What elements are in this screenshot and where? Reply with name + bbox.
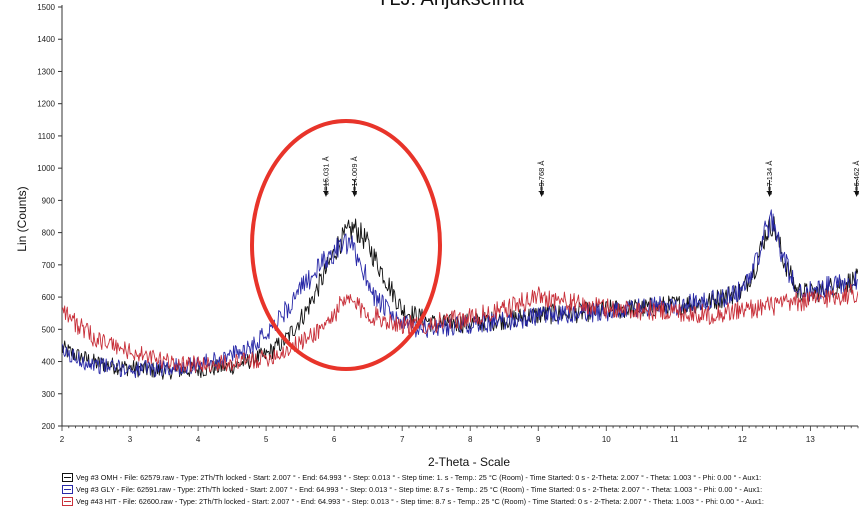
legend-row-hit: Veg #43 HIT - File: 62600.raw - Type: 2T… bbox=[62, 497, 764, 506]
legend-text-gly: Veg #3 GLY - File: 62591.raw - Type: 2Th… bbox=[76, 485, 763, 494]
x-tick-label: 8 bbox=[468, 435, 473, 444]
series-group bbox=[62, 209, 858, 380]
series-line-2 bbox=[62, 283, 858, 373]
peak-label: d=15.031 Å bbox=[321, 156, 330, 195]
x-tick-label: 9 bbox=[536, 435, 541, 444]
highlight-layer bbox=[250, 119, 442, 371]
legend-swatch-gly bbox=[62, 485, 73, 494]
y-tick-label: 1100 bbox=[38, 132, 56, 141]
legend-row-gly: Veg #3 GLY - File: 62591.raw - Type: 2Th… bbox=[62, 485, 762, 494]
x-tick-label: 3 bbox=[128, 435, 133, 444]
peak-arrow-head bbox=[323, 191, 329, 197]
y-tick-label: 500 bbox=[42, 325, 56, 334]
y-tick-label: 800 bbox=[42, 229, 56, 238]
y-tick-label: 300 bbox=[42, 390, 56, 399]
y-axis-title: Lin (Counts) bbox=[15, 186, 29, 251]
peak-annotation: d=14.009 Å bbox=[350, 156, 359, 197]
series-layer bbox=[62, 209, 858, 380]
y-tick-label: 1300 bbox=[37, 67, 55, 76]
x-tick-label: 10 bbox=[602, 435, 611, 444]
y-tick-label: 900 bbox=[42, 196, 56, 205]
x-axis-title: 2-Theta - Scale bbox=[428, 455, 510, 469]
peak-annotation: d=7.134 Å bbox=[765, 161, 774, 197]
peak-annotations: d=15.031 Å d=14.009 Å d=9.768 Å d=7.134 Å d=… bbox=[321, 156, 859, 197]
y-tick-label: 1000 bbox=[37, 164, 55, 173]
x-tick-label: 4 bbox=[196, 435, 201, 444]
axes: 200 300 400 500 600 700 800 900 1000 1100 1200 1300… bbox=[37, 3, 859, 444]
legend-text-hit: Veg #43 HIT - File: 62600.raw - Type: 2T… bbox=[76, 497, 764, 506]
x-tick-label: 13 bbox=[806, 435, 815, 444]
peak-label: d=6.462 Å bbox=[852, 161, 859, 195]
peak-annotation: d=6.462 Å bbox=[852, 161, 859, 197]
x-tick-label: 2 bbox=[60, 435, 65, 444]
x-tick-label: 6 bbox=[332, 435, 337, 444]
series-line-1 bbox=[62, 209, 858, 379]
y-tick-label: 1200 bbox=[37, 100, 55, 109]
y-tick-label: 600 bbox=[42, 293, 56, 302]
peak-label: d=14.009 Å bbox=[350, 156, 359, 195]
peak-arrow-head bbox=[767, 191, 773, 197]
x-tick-label: 5 bbox=[264, 435, 269, 444]
peak-arrow-head bbox=[854, 191, 859, 197]
peak-arrow-head bbox=[539, 191, 545, 197]
highlight-ellipse bbox=[250, 119, 442, 371]
legend-swatch-omh bbox=[62, 473, 73, 482]
legend-row-omh: Veg #3 OMH - File: 62579.raw - Type: 2Th… bbox=[62, 473, 761, 482]
y-tick-label: 400 bbox=[42, 358, 56, 367]
y-tick-label: 200 bbox=[42, 422, 56, 431]
y-tick-label: 1400 bbox=[37, 35, 55, 44]
peak-arrow-head bbox=[352, 191, 358, 197]
peak-label: d=7.134 Å bbox=[765, 161, 774, 195]
chart-title: YLJ: Anjukselmä bbox=[376, 0, 525, 10]
y-tick-label: 700 bbox=[42, 261, 56, 270]
peak-label: d=9.768 Å bbox=[537, 161, 546, 195]
series-line-0 bbox=[62, 216, 858, 380]
y-tick-label: 1500 bbox=[37, 3, 55, 12]
peak-annotation: d=9.768 Å bbox=[537, 161, 546, 197]
x-tick-label: 11 bbox=[670, 435, 679, 444]
x-tick-label: 12 bbox=[738, 435, 747, 444]
legend-swatch-hit bbox=[62, 497, 73, 506]
legend-text-omh: Veg #3 OMH - File: 62579.raw - Type: 2Th… bbox=[76, 473, 762, 482]
x-tick-label: 7 bbox=[400, 435, 405, 444]
peak-annotation: d=15.031 Å bbox=[321, 156, 330, 197]
